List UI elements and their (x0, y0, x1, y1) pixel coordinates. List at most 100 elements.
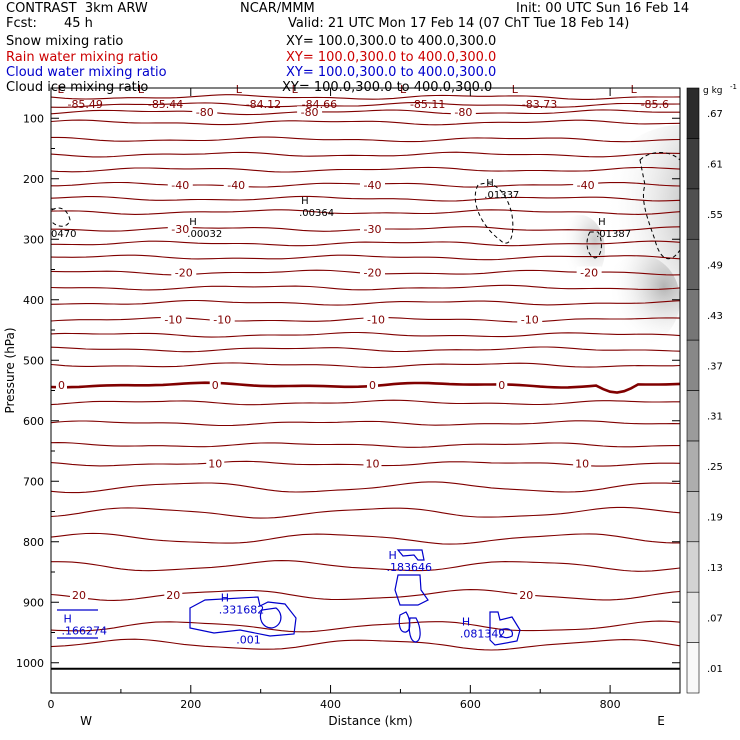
isotherm-label-bg (206, 457, 225, 470)
isotherm-label-bg (573, 457, 592, 470)
isotherm-label-bg (496, 379, 508, 392)
isotherm-label: -80 (454, 106, 472, 119)
cloud-water-contour (57, 609, 98, 639)
isotherm-label-bg (359, 178, 385, 191)
cloud-ice-max-marker: H (486, 178, 494, 189)
isotherm-line (51, 399, 680, 406)
isotherm-label-bg (223, 178, 249, 191)
temp-min-marker: L (292, 83, 299, 96)
isotherm-label: 20 (72, 589, 86, 602)
field-rain-xy: XY= 100.0,300.0 to 400.0,300.0 (286, 50, 497, 65)
isotherm-label-bg (576, 266, 602, 279)
colorbar-label: .31 (707, 412, 723, 423)
y-tick-label: 700 (23, 475, 44, 488)
isotherm-line (51, 331, 680, 338)
cloud-ice-max-value: .01337 (484, 190, 519, 201)
cloud-water-max-value: .166274 (61, 625, 107, 638)
isotherm-line (51, 284, 680, 291)
colorbar-bin (686, 390, 700, 442)
isotherm-label: 0 (212, 379, 219, 392)
west-label: W (80, 714, 92, 728)
isotherm-label: -10 (521, 314, 539, 327)
isotherm-line (51, 346, 680, 353)
colorbar: .01 .07 .13 .19 .25 .31 .37 .43 .49 .55 .61 .67 g kg… (686, 83, 737, 694)
temp-min-value: -85.49 (67, 98, 102, 111)
isotherm-label-bg (160, 313, 186, 326)
cloud-water-contour (489, 611, 521, 646)
colorbar-label: .19 (707, 513, 723, 524)
cloud-ice-max-marker: H (301, 196, 309, 207)
isotherm-label: 0 (498, 379, 505, 392)
colorbar-unit: g kg (703, 86, 723, 96)
isotherm-label-bg (164, 588, 183, 601)
y-tick-label: 300 (23, 233, 44, 246)
isotherm-line (51, 240, 680, 247)
isotherm-label: -10 (164, 314, 182, 327)
isotherm-line (51, 151, 680, 158)
init-time: Init: 00 UTC Sun 16 Feb 14 (516, 1, 690, 16)
colorbar-bin (686, 591, 700, 643)
isotherm-line (51, 589, 680, 601)
temp-min-marker: L (138, 83, 145, 96)
isotherm-label: -20 (580, 267, 598, 280)
isotherm-line (51, 254, 680, 261)
x-tick-label: 400 (320, 698, 341, 711)
title-center: NCAR/MMM (240, 1, 315, 16)
cloud-water-contour (499, 628, 513, 639)
x-tick-label: 0 (48, 698, 55, 711)
isotherm-label-bg (192, 106, 218, 119)
isotherm-line (51, 481, 680, 494)
temp-min-marker: L (631, 83, 638, 96)
valid-time: Valid: 21 UTC Mon 17 Feb 14 (07 ChT Tue … (288, 16, 630, 31)
isotherm-line (51, 119, 680, 126)
cloud-ice-max-marker: H (189, 217, 197, 228)
cloud-ice-max-marker: H (598, 217, 606, 228)
isotherm-label-bg (209, 313, 235, 326)
isotherm-label: -40 (364, 179, 382, 192)
isotherm-line (51, 94, 680, 100)
isotherm-line (51, 420, 680, 427)
cloud-ice-max-value: .00032 (187, 229, 222, 240)
x-tick-label: 200 (180, 698, 201, 711)
colorbar-label: .01 (707, 664, 723, 675)
x-axis-label: Distance (km) (328, 714, 412, 728)
cloud-ice-contour (51, 207, 71, 227)
colorbar-bin (686, 188, 700, 240)
colorbar-label: .43 (707, 311, 723, 322)
isotherm-label: 10 (208, 458, 222, 471)
isotherm-line (51, 195, 680, 202)
colorbar-bin (686, 339, 700, 391)
colorbar-bin (686, 440, 700, 492)
isotherm-label: -30 (171, 223, 189, 236)
temp-min-marker: L (512, 83, 519, 96)
colorbar-unit-exponent: -1 (730, 83, 737, 91)
isotherm-label: -80 (196, 106, 214, 119)
y-tick-label: 500 (23, 354, 44, 367)
isotherm-line (51, 166, 680, 173)
isotherm-label: 10 (575, 458, 589, 471)
cloud-ice-contour (474, 182, 514, 244)
isotherm-label-bg (209, 379, 221, 392)
isotherm-line (51, 102, 680, 108)
temp-min-marker: L (236, 83, 243, 96)
isotherm-line (51, 532, 680, 545)
isotherm-line (51, 136, 680, 143)
isotherm-label-bg (171, 266, 197, 279)
cloud-water-contour (408, 617, 421, 643)
cloud-water-max-marker: H (221, 591, 229, 604)
colorbar-label: .61 (707, 160, 723, 171)
cloud-water-max-value: .081342 (460, 628, 506, 641)
east-label: E (657, 714, 665, 728)
isotherm-label: 20 (519, 589, 533, 602)
cloud-water-max-value: .331682 (219, 603, 265, 616)
cloud-contours (51, 152, 680, 646)
isotherm-label-bg (167, 178, 193, 191)
temp-min-value: -84.66 (302, 98, 337, 111)
isotherm-label: -30 (364, 223, 382, 236)
isotherm-line (51, 560, 680, 572)
y-tick-label: 100 (23, 112, 44, 125)
cloud-water-contour (394, 574, 429, 606)
isotherm-label: -80 (301, 106, 319, 119)
isotherm-line (51, 381, 680, 394)
isotherm-label: -20 (364, 267, 382, 280)
